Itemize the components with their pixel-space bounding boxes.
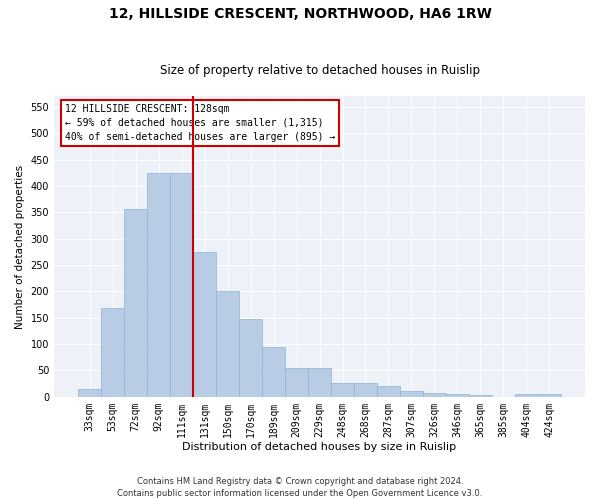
Bar [147,172,170,397]
Bar [354,382,377,397]
Bar [400,390,423,397]
Bar [216,292,239,397]
Bar [538,394,561,397]
Bar [193,252,216,397]
Y-axis label: Number of detached properties: Number of detached properties [15,164,25,328]
Text: Contains HM Land Registry data © Crown copyright and database right 2024.
Contai: Contains HM Land Registry data © Crown c… [118,476,482,498]
Text: 12 HILLSIDE CRESCENT: 128sqm
← 59% of detached houses are smaller (1,315)
40% of: 12 HILLSIDE CRESCENT: 128sqm ← 59% of de… [65,104,335,142]
Bar [239,319,262,397]
Bar [308,368,331,397]
Bar [446,394,469,397]
Bar [377,386,400,397]
X-axis label: Distribution of detached houses by size in Ruislip: Distribution of detached houses by size … [182,442,457,452]
Bar [101,308,124,397]
Bar [78,390,101,397]
Bar [469,396,492,397]
Bar [331,382,354,397]
Bar [124,208,147,397]
Bar [515,394,538,397]
Bar [423,393,446,397]
Title: Size of property relative to detached houses in Ruislip: Size of property relative to detached ho… [160,64,479,77]
Bar [285,368,308,397]
Text: 12, HILLSIDE CRESCENT, NORTHWOOD, HA6 1RW: 12, HILLSIDE CRESCENT, NORTHWOOD, HA6 1R… [109,8,491,22]
Bar [262,346,285,397]
Bar [170,172,193,397]
